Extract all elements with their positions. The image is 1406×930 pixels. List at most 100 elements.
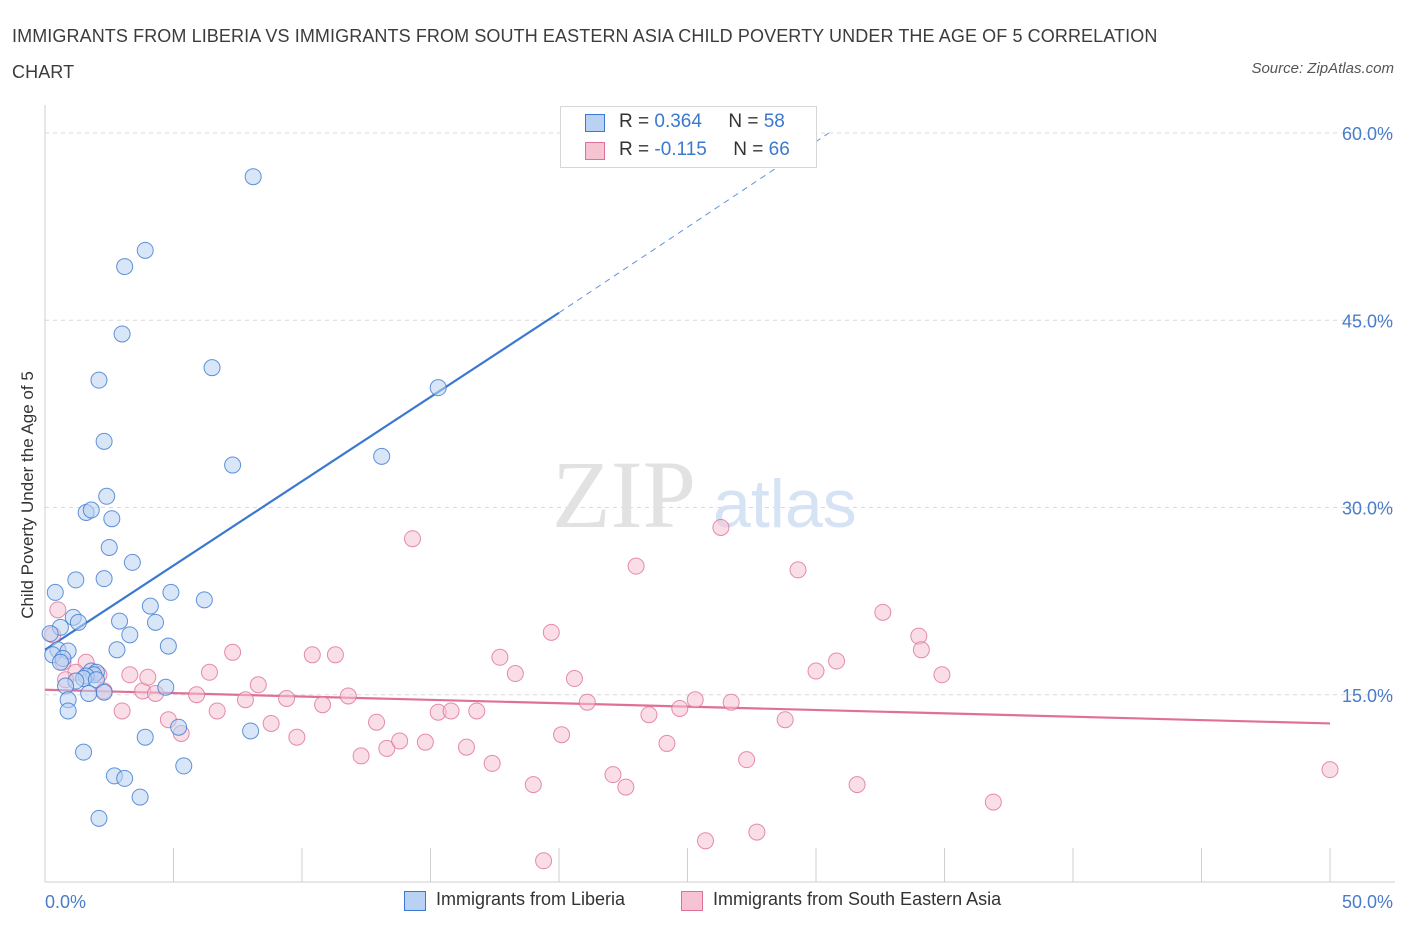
liberia-point (95, 570, 113, 588)
liberia-point (67, 571, 85, 589)
liberia-point (203, 359, 221, 377)
sea-point (303, 646, 321, 664)
liberia-point (46, 583, 64, 601)
sea-point (578, 693, 596, 711)
sea-legend-label: Immigrants from South Eastern Asia (713, 889, 1002, 909)
sea-point (535, 852, 553, 870)
liberia-point (57, 677, 75, 695)
x-tick-label: 50.0% (1342, 892, 1393, 912)
sea-point (627, 557, 645, 575)
sea-point (278, 689, 296, 707)
liberia-point (95, 683, 113, 701)
liberia-point (121, 626, 139, 644)
liberia-trend-line (44, 311, 560, 651)
liberia-swatch (585, 114, 605, 132)
sea-point (236, 691, 254, 709)
sea-point (483, 754, 501, 772)
liberia-point (87, 671, 105, 689)
liberia-point (242, 722, 260, 740)
liberia-legend-swatch (404, 891, 426, 911)
n-label: N = (733, 139, 769, 160)
liberia-r-value: 0.364 (654, 111, 702, 132)
liberia-legend-label: Immigrants from Liberia (436, 889, 626, 909)
data-points (41, 168, 1339, 870)
sea-legend-swatch (681, 891, 703, 911)
sea-point (352, 747, 370, 765)
liberia-point (80, 685, 98, 703)
sea-point (542, 623, 560, 641)
sea-point (565, 670, 583, 688)
sea-point (188, 686, 206, 704)
sea-point (262, 714, 280, 732)
sea-point (789, 561, 807, 579)
sea-point (208, 702, 226, 720)
y-tick-label: 30.0% (1342, 499, 1393, 519)
x-tick-labels: 0.0% 50.0% (45, 892, 1393, 912)
liberia-point (103, 510, 121, 528)
sea-point (553, 726, 571, 744)
liberia-point (113, 325, 131, 343)
sea-point (506, 665, 524, 683)
sea-point (604, 766, 622, 784)
sea-n-value: 66 (768, 139, 790, 160)
liberia-point (90, 809, 108, 827)
sea-point (404, 530, 422, 548)
watermark: ZIP atlas (552, 441, 857, 548)
sea-point (910, 627, 928, 645)
sea-point (113, 702, 131, 720)
liberia-point (136, 241, 154, 259)
trend-lines (44, 132, 1331, 725)
chart-title: IMMIGRANTS FROM LIBERIA VS IMMIGRANTS FR… (12, 26, 1158, 82)
liberia-point (175, 757, 193, 775)
y-tick-labels: 15.0% 30.0% 45.0% 60.0% (1342, 124, 1393, 706)
sea-point (368, 713, 386, 731)
n-label: N = (728, 111, 764, 132)
watermark-atlas: atlas (713, 466, 857, 542)
sea-point (468, 702, 486, 720)
sea-point (658, 734, 676, 752)
liberia-point (244, 168, 262, 186)
liberia-point (195, 591, 213, 609)
sea-point (933, 666, 951, 684)
liberia-point (136, 728, 154, 746)
liberia-point (98, 487, 116, 505)
y-tick-label: 45.0% (1342, 311, 1393, 331)
grid-lines (45, 132, 1395, 696)
liberia-point (90, 371, 108, 389)
sea-point (339, 687, 357, 705)
sea-point (457, 738, 475, 756)
sea-point (617, 778, 635, 796)
liberia-point (111, 612, 129, 630)
sea-point (984, 793, 1002, 811)
y-tick-label: 15.0% (1342, 686, 1393, 706)
y-axis-label: Child Poverty Under the Age of 5 (18, 371, 37, 619)
source-credit: Source: ZipAtlas.com (1251, 60, 1394, 77)
liberia-n-value: 58 (763, 111, 785, 132)
liberia-point (95, 432, 113, 450)
r-label: R = (619, 139, 655, 160)
liberia-point (116, 258, 134, 276)
watermark-zip: ZIP (552, 441, 696, 548)
liberia-point (131, 788, 149, 806)
sea-point (491, 648, 509, 666)
liberia-point (100, 538, 118, 556)
liberia-point (159, 637, 177, 655)
sea-point (828, 652, 846, 670)
sea-point (224, 643, 242, 661)
sea-point (378, 739, 396, 757)
sea-point (848, 776, 866, 794)
sea-point (442, 702, 460, 720)
axes (44, 105, 1395, 883)
sea-point (121, 666, 139, 684)
liberia-point (162, 583, 180, 601)
liberia-point (59, 702, 77, 720)
sea-point (748, 823, 766, 841)
sea-point (738, 751, 756, 769)
liberia-point (69, 613, 87, 631)
sea-point (1321, 761, 1339, 779)
sea-point (712, 518, 730, 536)
sea-point (696, 832, 714, 850)
sea-point (524, 776, 542, 794)
liberia-point (116, 769, 134, 787)
